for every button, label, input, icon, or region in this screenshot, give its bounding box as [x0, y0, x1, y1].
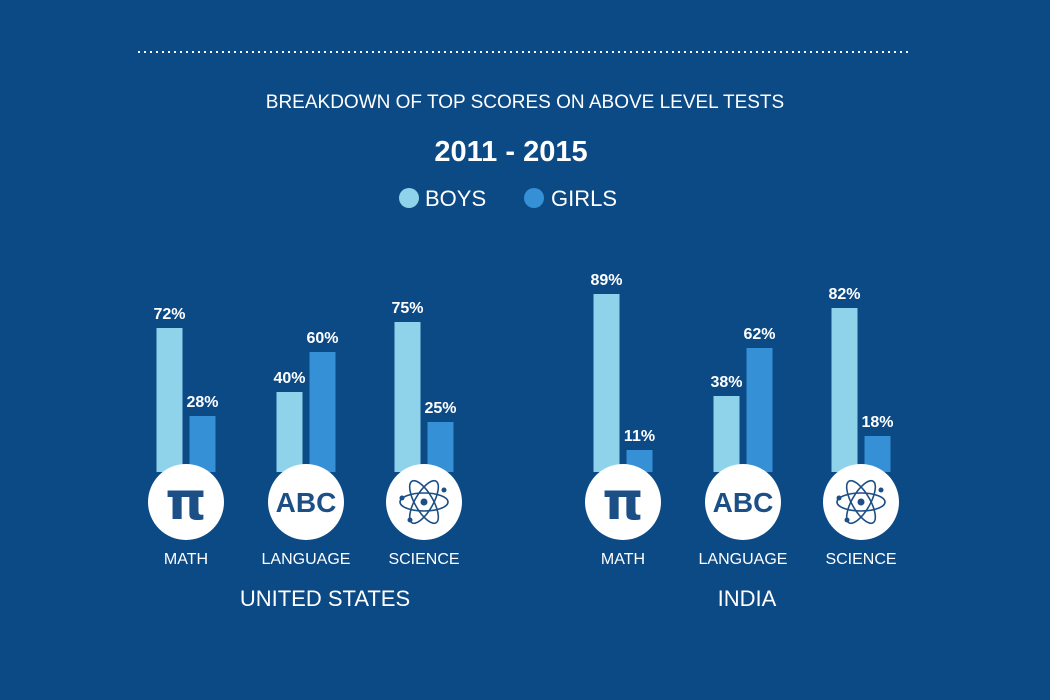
category-label: LANGUAGE — [699, 551, 788, 568]
category-label: SCIENCE — [388, 551, 459, 568]
legend: BOYS GIRLS — [399, 186, 617, 211]
atom-icon — [399, 479, 449, 525]
data-label-girls: 28% — [186, 394, 218, 411]
category-label: SCIENCE — [825, 551, 896, 568]
group-label: UNITED STATES — [240, 586, 410, 611]
bar-boys — [593, 294, 620, 472]
bar-boys — [276, 392, 303, 472]
data-label-boys: 89% — [590, 272, 622, 289]
data-label-boys: 75% — [391, 300, 423, 317]
data-label-girls: 25% — [424, 400, 456, 417]
category-icon-circle — [148, 464, 224, 540]
category-math: 72% 28% π MATH — [148, 306, 224, 568]
data-label-girls: 60% — [306, 330, 338, 347]
category-icon-circle — [705, 464, 781, 540]
data-label-boys: 40% — [273, 370, 305, 387]
data-label-boys: 38% — [710, 374, 742, 391]
category-math: 89% 11% π MATH — [585, 272, 661, 568]
bar-boys — [831, 308, 858, 472]
bar-girls — [427, 422, 454, 472]
category-icon-circle — [585, 464, 661, 540]
category-label: MATH — [601, 551, 645, 568]
pi-icon: π — [602, 472, 643, 532]
data-label-boys: 82% — [828, 286, 860, 303]
pi-icon: π — [165, 472, 206, 532]
data-label-girls: 18% — [861, 414, 893, 431]
category-science: 75% 25% SCIENCE — [386, 300, 462, 568]
chart-subtitle: 2011 - 2015 — [434, 136, 587, 168]
chart-groups: 72% 28% π MATH 40% 60% ABC LANGUAGE 75% 25% SCIENC… — [148, 272, 899, 611]
bar-boys — [156, 328, 183, 472]
bar-girls — [746, 348, 773, 472]
category-label: MATH — [164, 551, 208, 568]
category-icon-circle — [268, 464, 344, 540]
category-label: LANGUAGE — [262, 551, 351, 568]
legend-label-girls: GIRLS — [551, 186, 617, 211]
category-science: 82% 18% SCIENCE — [823, 286, 899, 568]
category-language: 38% 62% ABC LANGUAGE — [699, 326, 788, 568]
data-label-girls: 62% — [743, 326, 775, 343]
category-language: 40% 60% ABC LANGUAGE — [262, 330, 351, 568]
chart-title: BREAKDOWN OF TOP SCORES ON ABOVE LEVEL T… — [266, 92, 784, 113]
bar-boys — [394, 322, 421, 472]
atom-icon — [836, 479, 886, 525]
legend-marker-girls — [524, 188, 544, 208]
group-label: INDIA — [718, 586, 777, 611]
group-united-states: 72% 28% π MATH 40% 60% ABC LANGUAGE 75% 25% SCIENC… — [148, 300, 462, 611]
legend-label-boys: BOYS — [425, 186, 486, 211]
legend-marker-boys — [399, 188, 419, 208]
bar-boys — [713, 396, 740, 472]
data-label-boys: 72% — [153, 306, 185, 323]
abc-icon: ABC — [713, 487, 774, 518]
data-label-girls: 11% — [624, 428, 655, 445]
bar-girls — [189, 416, 216, 472]
group-india: 89% 11% π MATH 38% 62% ABC LANGUAGE 82% 18% SCIENC… — [585, 272, 899, 611]
bar-girls — [309, 352, 336, 472]
abc-icon: ABC — [276, 487, 337, 518]
